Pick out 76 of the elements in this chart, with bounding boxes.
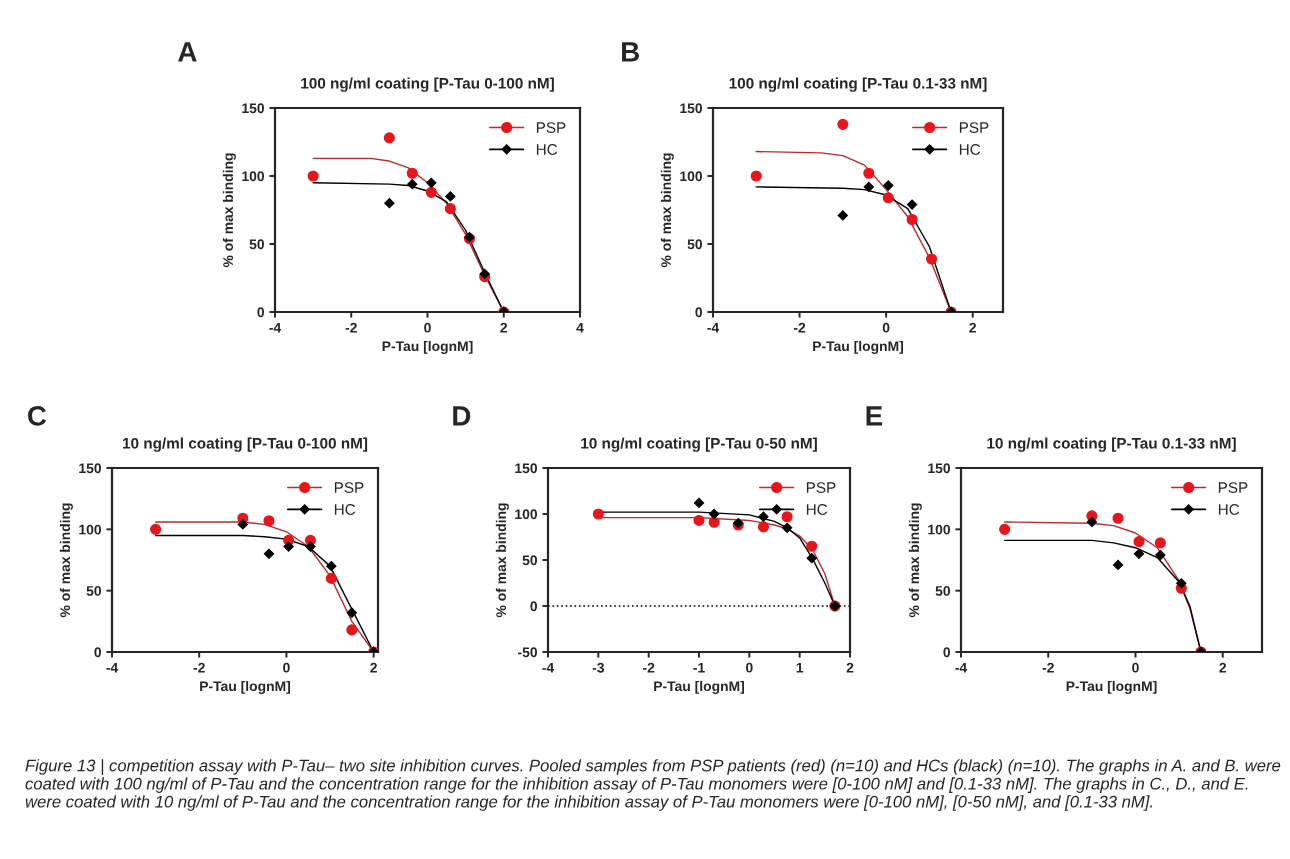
y-axis-title: % of max binding — [59, 503, 73, 618]
x-tick-label: -2 — [1042, 662, 1054, 673]
y-tick-label: 50 — [687, 239, 703, 250]
y-tick-label: 100 — [242, 171, 265, 182]
x-tick-label: 2 — [846, 662, 854, 673]
y-tick-label: 0 — [530, 601, 538, 612]
x-tick-label: 2 — [500, 322, 508, 333]
y-axis-title: % of max binding — [495, 503, 509, 618]
x-tick-label: -1 — [693, 662, 705, 673]
x-tick-label: -3 — [592, 662, 605, 673]
legend-label: HC — [1218, 504, 1240, 515]
x-axis-title: P-Tau [lognM] — [200, 680, 290, 694]
y-tick-label: 150 — [515, 463, 538, 474]
y-tick-label: 50 — [249, 239, 265, 250]
chart-title: 10 ng/ml coating [P-Tau 0.1-33 nM] — [987, 437, 1236, 452]
x-tick-label: -4 — [955, 662, 968, 673]
x-tick-label: 0 — [1132, 662, 1139, 673]
chart-title: 100 ng/ml coating [P-Tau 0-100 nM] — [301, 77, 554, 92]
legend-label: HC — [334, 504, 356, 515]
caption: Figure 13 | competition assay with P-Tau– two site inhibition curves. Pooled samples from PSP patients (red) (n=10) and HCs (black) (n=10). The graphs in A. and B. were coated with 100 ng/ml of P-Tau and the concentration range for the inhibition assay of P-Tau monomers were [0-100 nM] and [0.1-33 nM]. The graphs in C., D., and E. were coated with 10 ng/ml of P-Tau and the concentration range for the inhibition assay of P-Tau monomers were [0-100 nM], [0-50 nM], and [0.1-33 nM]. — [25, 759, 1281, 811]
y-tick-label: 50 — [86, 586, 102, 596]
x-tick-label: -4 — [106, 662, 119, 673]
x-tick-label: 2 — [370, 662, 377, 673]
text: B — [622, 42, 639, 62]
legend-label: PSP — [536, 122, 566, 133]
text: E — [866, 406, 883, 426]
chart-title: 10 ng/ml coating [P-Tau 0-100 nM] — [123, 437, 368, 452]
y-tick-label: 150 — [680, 103, 703, 114]
x-tick-label: 2 — [1219, 662, 1227, 673]
y-tick-label: 0 — [695, 307, 703, 318]
x-tick-label: -4 — [542, 662, 555, 673]
x-tick-label: -4 — [707, 322, 720, 333]
y-tick-label: 0 — [257, 307, 265, 318]
x-tick-label: 2 — [969, 322, 977, 333]
chart-title: 10 ng/ml coating [P-Tau 0-50 nM] — [581, 437, 817, 452]
y-tick-label: 150 — [928, 463, 951, 474]
x-tick-label: 0 — [424, 322, 431, 333]
y-tick-label: 50 — [935, 586, 951, 596]
legend-label: HC — [806, 504, 828, 515]
x-tick-label: 0 — [882, 322, 890, 333]
x-tick-label: -2 — [793, 322, 806, 333]
y-tick-label: -50 — [518, 647, 538, 658]
chart-title: 100 ng/ml coating [P-Tau 0.1-33 nM] — [729, 77, 987, 92]
y-tick-label: 150 — [242, 103, 265, 114]
text: D — [453, 406, 471, 426]
x-tick-label: -4 — [269, 322, 282, 333]
y-tick-label: 100 — [515, 509, 538, 520]
x-axis-title: P-Tau [lognM] — [382, 340, 473, 354]
legend-label: PSP — [334, 482, 364, 493]
y-tick-label: 100 — [79, 524, 102, 535]
y-axis-title: % of max binding — [660, 153, 674, 268]
y-tick-label: 100 — [928, 524, 951, 535]
y-tick-label: 100 — [680, 171, 703, 182]
x-tick-label: -2 — [643, 662, 655, 673]
x-tick-label: -2 — [193, 662, 205, 673]
y-tick-label: 0 — [943, 647, 951, 658]
y-tick-label: 0 — [94, 647, 102, 658]
legend-label: PSP — [806, 482, 836, 493]
y-tick-label: 50 — [522, 555, 538, 566]
x-tick-label: -2 — [345, 322, 357, 333]
legend-label: HC — [536, 144, 558, 155]
x-tick-label: 1 — [796, 662, 804, 673]
legend-label: PSP — [959, 122, 989, 133]
x-tick-label: 0 — [746, 662, 753, 673]
x-axis-title: P-Tau [lognM] — [813, 340, 903, 354]
legend-label: PSP — [1218, 482, 1248, 493]
text: C — [28, 406, 47, 426]
legend-label: HC — [959, 144, 981, 155]
y-tick-label: 150 — [79, 463, 102, 474]
x-tick-label: 0 — [283, 662, 290, 673]
y-axis-title: % of max binding — [222, 153, 236, 268]
x-axis-title: P-Tau [lognM] — [1066, 680, 1157, 694]
text: A — [178, 42, 197, 62]
x-tick-label: 4 — [576, 322, 584, 333]
y-axis-title: % of max binding — [908, 503, 922, 618]
x-axis-title: P-Tau [lognM] — [654, 680, 744, 694]
